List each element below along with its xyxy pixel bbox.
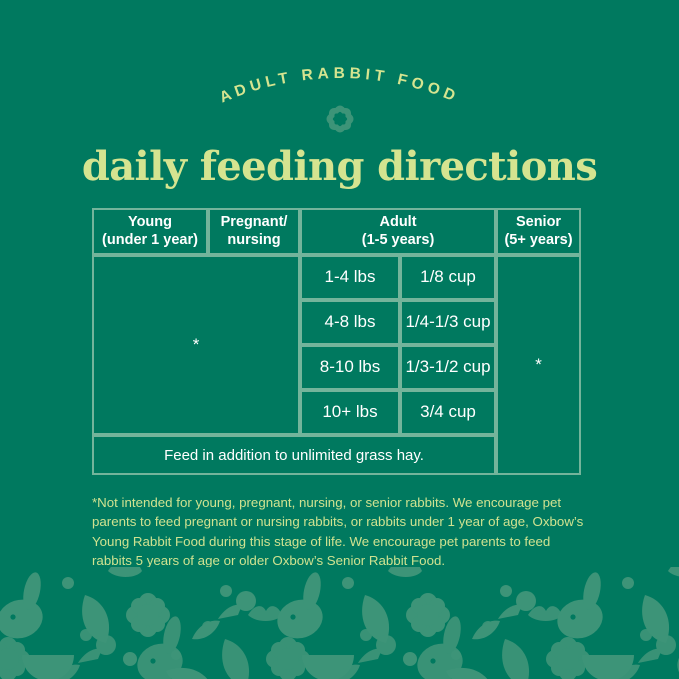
table-footer-row: Feed in addition to unlimited grass hay.: [92, 435, 581, 475]
eyebrow-arched-text: ADULT RABBIT FOOD: [0, 54, 679, 124]
footnote-text: *Not intended for young, pregnant, nursi…: [92, 495, 584, 569]
table-row: 10+ lbs 3/4 cup: [92, 390, 581, 435]
header-adult-line1: Adult: [379, 214, 417, 231]
adult-weight-3: 8-10 lbs: [300, 345, 400, 390]
adult-amount-3: 1/3-1/2 cup: [400, 345, 497, 390]
header-pregnant-line2: nursing: [227, 231, 281, 248]
adult-weight-2: 4-8 lbs: [300, 300, 400, 345]
header-senior: Senior (5+ years): [496, 208, 582, 255]
adult-weight-4: 10+ lbs: [300, 390, 400, 435]
rosette-flower-icon: [317, 96, 363, 142]
adult-weight-1: 1-4 lbs: [300, 255, 400, 300]
page-title: daily feeding directions: [81, 143, 598, 190]
rabbit-leaf-pattern-band: [0, 567, 679, 679]
feed-addition-note: Feed in addition to unlimited grass hay.: [92, 435, 497, 475]
header-senior-line2: (5+ years): [504, 231, 573, 248]
header-adult: Adult (1-5 years): [300, 208, 497, 255]
header-pregnant-line1: Pregnant/: [220, 214, 288, 231]
table-row: * 1-4 lbs 1/8 cup *: [92, 255, 582, 475]
senior-asterisk-cell: *: [496, 255, 582, 475]
adult-amount-1: 1/8 cup: [400, 255, 497, 300]
header-adult-line2: (1-5 years): [361, 231, 435, 248]
feeding-table-wrapper: Young (under 1 year) Pregnant/ nursing A…: [92, 208, 582, 475]
table-row: 4-8 lbs 1/4-1/3 cup: [92, 300, 581, 345]
header-pregnant-nursing: Pregnant/ nursing: [208, 208, 300, 255]
adult-amount-2: 1/4-1/3 cup: [400, 300, 497, 345]
header-young-line1: Young: [127, 214, 173, 231]
young-pregnant-asterisk-cell: *: [92, 255, 300, 435]
adult-amount-4: 3/4 cup: [400, 390, 497, 435]
header-young-line2: (under 1 year): [102, 231, 198, 248]
table-row: 8-10 lbs 1/3-1/2 cup: [92, 345, 581, 390]
header-young: Young (under 1 year): [92, 208, 208, 255]
header-senior-line1: Senior: [515, 214, 562, 231]
table-header-row: Young (under 1 year) Pregnant/ nursing A…: [92, 208, 582, 255]
feeding-directions-table: Young (under 1 year) Pregnant/ nursing A…: [92, 208, 582, 475]
